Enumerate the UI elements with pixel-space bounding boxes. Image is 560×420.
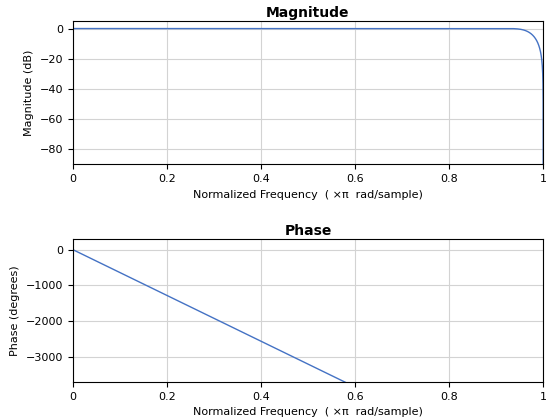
Y-axis label: Phase (degrees): Phase (degrees) <box>10 265 20 356</box>
X-axis label: Normalized Frequency  ( ×π  rad/sample): Normalized Frequency ( ×π rad/sample) <box>193 407 423 417</box>
Title: Phase: Phase <box>284 224 332 238</box>
Y-axis label: Magnitude (dB): Magnitude (dB) <box>24 50 34 136</box>
Title: Magnitude: Magnitude <box>266 6 350 20</box>
X-axis label: Normalized Frequency  ( ×π  rad/sample): Normalized Frequency ( ×π rad/sample) <box>193 189 423 200</box>
